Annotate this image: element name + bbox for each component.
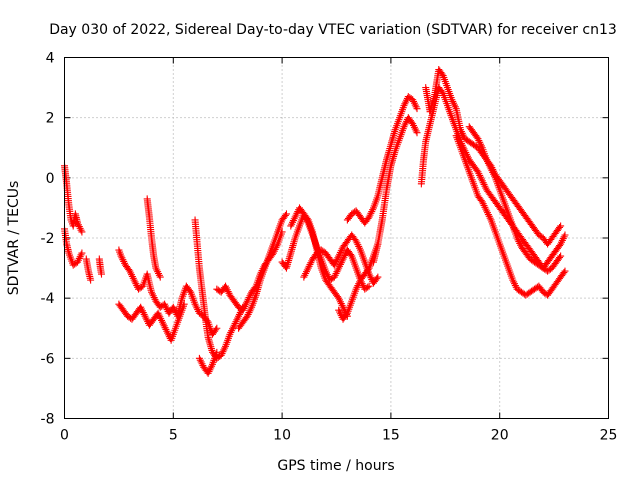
x-tick-label: 0 [60, 428, 69, 444]
y-tick-label: -8 [41, 412, 55, 428]
x-tick-label: 20 [491, 428, 509, 444]
x-tick-label: 10 [273, 428, 291, 444]
series-track-21-markers [465, 123, 569, 272]
x-tick-label: 15 [382, 428, 400, 444]
y-tick-label: -2 [41, 231, 55, 247]
series-track-9-markers [195, 348, 221, 377]
series-track-3-markers [82, 255, 95, 284]
series-track-19-markers [417, 84, 565, 275]
series-track-16-markers [343, 93, 421, 227]
series-track-4-markers [95, 255, 105, 278]
y-tick-label: 2 [46, 111, 55, 127]
series-track-11-markers [235, 210, 290, 332]
grid [64, 57, 609, 419]
x-tick-label: 25 [600, 428, 618, 444]
chart-title: Day 030 of 2022, Sidereal Day-to-day VTE… [49, 22, 617, 38]
y-tick-label: 0 [46, 171, 55, 187]
series-track-7-markers [143, 195, 164, 281]
y-tick-label: 4 [46, 51, 55, 67]
y-tick-label: -6 [41, 351, 55, 367]
series-track-6-markers [115, 300, 188, 344]
y-tick-label: -4 [41, 291, 55, 307]
series-track-17-markers [369, 114, 421, 266]
series-track-14-markers [300, 231, 382, 287]
plot-frame [64, 57, 609, 419]
data-points [61, 66, 569, 377]
x-tick-label: 5 [169, 428, 178, 444]
series-track-20-markers [452, 132, 569, 299]
series-track-13-markers [287, 204, 373, 293]
y-axis-label: SDTVAR / TECUs [6, 181, 22, 296]
x-axis-label: GPS time / hours [277, 458, 394, 474]
